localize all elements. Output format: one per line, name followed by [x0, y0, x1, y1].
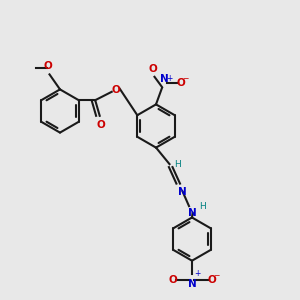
Text: +: + — [166, 74, 172, 83]
Text: N: N — [188, 208, 197, 218]
Text: −: − — [182, 74, 189, 83]
Text: −: − — [213, 271, 220, 280]
Text: N: N — [160, 74, 169, 84]
Text: N: N — [178, 187, 187, 197]
Text: H: H — [200, 202, 206, 211]
Text: H: H — [174, 160, 181, 169]
Text: O: O — [176, 78, 185, 88]
Text: O: O — [168, 275, 177, 285]
Text: O: O — [207, 275, 216, 285]
Text: O: O — [96, 120, 105, 130]
Text: +: + — [194, 269, 200, 278]
Text: N: N — [188, 279, 196, 289]
Text: O: O — [111, 85, 120, 95]
Text: O: O — [148, 64, 158, 74]
Text: O: O — [43, 61, 52, 71]
